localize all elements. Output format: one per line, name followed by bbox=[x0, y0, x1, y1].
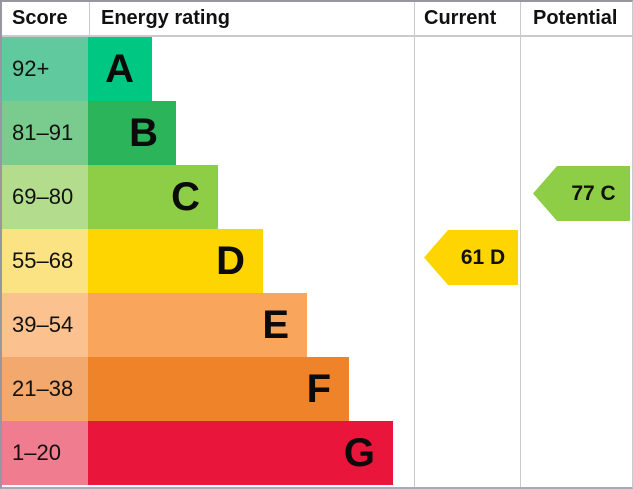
score-range-label: 1–20 bbox=[2, 421, 88, 485]
header-row: Score Energy rating Current Potential bbox=[2, 2, 632, 37]
potential-column-divider bbox=[520, 2, 521, 487]
band-letter: G bbox=[343, 431, 375, 475]
header-energy-rating: Energy rating bbox=[101, 7, 230, 29]
band-letter: C bbox=[171, 175, 200, 219]
band-row-e: 39–54 E bbox=[2, 293, 414, 357]
potential-marker: 77 C bbox=[533, 166, 630, 221]
band-letter: A bbox=[105, 47, 134, 91]
band-bar-g: G bbox=[88, 421, 393, 485]
band-row-c: 69–80 C bbox=[2, 165, 414, 229]
score-range-label: 39–54 bbox=[2, 293, 88, 357]
band-row-g: 1–20 G bbox=[2, 421, 414, 485]
rating-bands: 92+ A 81–91 B 69–80 C 55–68 D 39–54 E 21… bbox=[2, 37, 414, 485]
left-arrow-shape bbox=[424, 230, 518, 285]
current-column-divider bbox=[414, 2, 415, 487]
band-bar-c: C bbox=[88, 165, 218, 229]
band-bar-e: E bbox=[88, 293, 307, 357]
potential-value-label: 77 C bbox=[571, 182, 616, 205]
score-range-label: 55–68 bbox=[2, 229, 88, 293]
band-bar-b: B bbox=[88, 101, 176, 165]
band-letter: D bbox=[216, 239, 245, 283]
header-current: Current bbox=[424, 7, 497, 29]
band-row-d: 55–68 D bbox=[2, 229, 414, 293]
header-score: Score bbox=[2, 2, 90, 35]
score-range-label: 81–91 bbox=[2, 101, 88, 165]
score-range-label: 21–38 bbox=[2, 357, 88, 421]
band-letter: B bbox=[129, 111, 158, 155]
left-arrow-shape bbox=[533, 166, 630, 221]
band-bar-a: A bbox=[88, 37, 152, 101]
score-range-label: 69–80 bbox=[2, 165, 88, 229]
current-value-label: 61 D bbox=[460, 246, 506, 269]
band-row-a: 92+ A bbox=[2, 37, 414, 101]
band-row-f: 21–38 F bbox=[2, 357, 414, 421]
band-letter: F bbox=[306, 367, 331, 411]
band-row-b: 81–91 B bbox=[2, 101, 414, 165]
header-potential: Potential bbox=[533, 7, 618, 29]
band-letter: E bbox=[262, 303, 289, 347]
current-marker: 61 D bbox=[424, 230, 518, 285]
band-bar-d: D bbox=[88, 229, 263, 293]
score-range-label: 92+ bbox=[2, 37, 88, 101]
band-bar-f: F bbox=[88, 357, 349, 421]
